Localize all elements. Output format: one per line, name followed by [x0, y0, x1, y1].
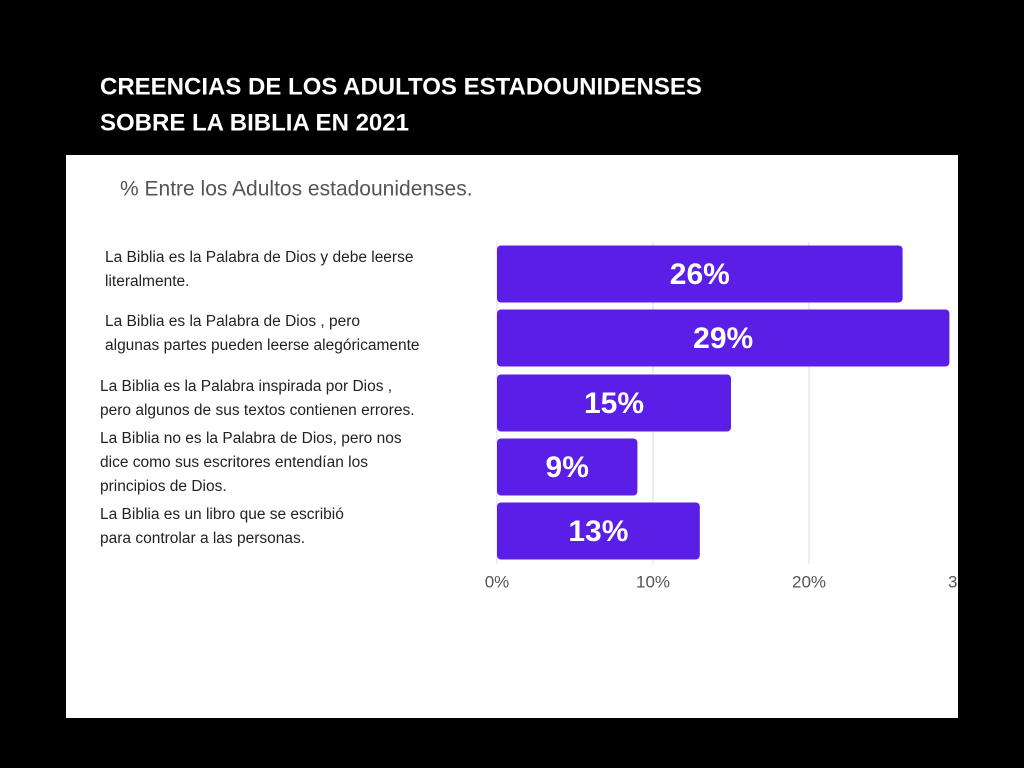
- bar: [497, 245, 903, 303]
- bar: [497, 502, 700, 560]
- x-tick-label: 20%: [792, 572, 826, 591]
- bar: [497, 438, 638, 496]
- category-label: pero algunos de sus textos contienen err…: [100, 402, 415, 419]
- category-label: algunas partes pueden leerse alegóricame…: [105, 337, 420, 354]
- category-label: La Biblia es la Palabra inspirada por Di…: [100, 378, 392, 395]
- category-label: principios de Dios.: [100, 478, 227, 495]
- x-tick-label: 30%: [948, 572, 982, 591]
- value-label: 26%: [670, 258, 730, 291]
- category-label: La Biblia es la Palabra de Dios y debe l…: [105, 249, 413, 266]
- category-label: para controlar a las personas.: [100, 530, 305, 547]
- chart-title: SOBRE LA BIBLIA EN 2021: [100, 109, 409, 136]
- chart-subtitle: % Entre los Adultos estadounidenses.: [120, 178, 473, 201]
- chart-title: CREENCIAS DE LOS ADULTOS ESTADOUNIDENSES: [100, 73, 702, 100]
- bar: [497, 374, 731, 432]
- bar: [497, 309, 950, 367]
- category-label: La Biblia es un libro que se escribió: [100, 506, 344, 523]
- category-label: literalmente.: [105, 273, 189, 290]
- x-tick-label: 10%: [636, 572, 670, 591]
- value-label: 9%: [546, 451, 589, 484]
- category-label: La Biblia es la Palabra de Dios , pero: [105, 313, 360, 330]
- value-label: 29%: [693, 322, 753, 355]
- value-label: 13%: [568, 515, 628, 548]
- category-label: dice como sus escritores entendían los: [100, 454, 368, 471]
- value-label: 15%: [584, 387, 644, 420]
- plot: 0% 10% 20% 30% La Biblia es la Palabra de Di…: [100, 242, 982, 591]
- x-tick-label: 0%: [485, 572, 510, 591]
- category-label: La Biblia no es la Palabra de Dios, pero…: [100, 430, 402, 447]
